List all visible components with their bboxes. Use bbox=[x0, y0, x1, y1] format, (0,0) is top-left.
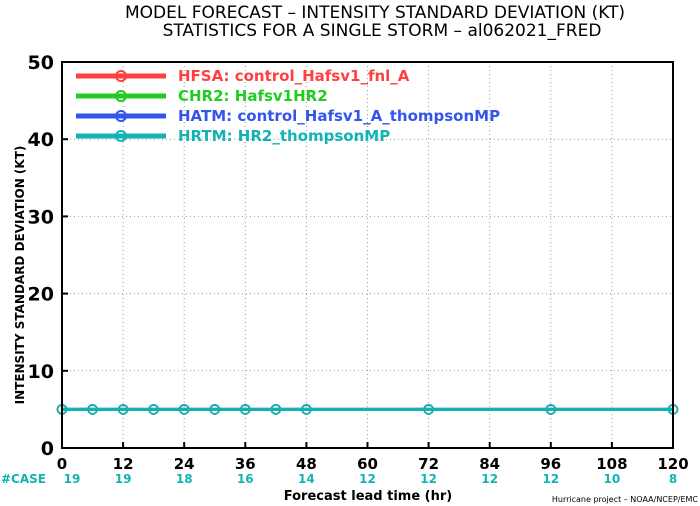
case-count: 14 bbox=[298, 472, 315, 486]
case-count: 12 bbox=[359, 472, 376, 486]
y-tick-label: 0 bbox=[41, 438, 54, 460]
legend-label: HRTM: HR2_thompsonMP bbox=[178, 127, 390, 145]
x-tick-label: 72 bbox=[418, 455, 439, 473]
case-count: 16 bbox=[237, 472, 254, 486]
legend-label: HFSA: control_Hafsv1_fnl_A bbox=[178, 67, 410, 85]
data-point bbox=[240, 404, 251, 415]
case-count: 19 bbox=[115, 472, 132, 486]
y-tick-label: 20 bbox=[28, 284, 54, 306]
case-counts: 19 19 18 16 14 12 12 12 12 10 8 bbox=[64, 472, 678, 486]
x-tick-label: 24 bbox=[174, 455, 195, 473]
x-tick-label: 96 bbox=[540, 455, 561, 473]
x-tick-label: 48 bbox=[296, 455, 317, 473]
credit-text: Hurricane project – NOAA/NCEP/EMC bbox=[552, 495, 699, 504]
legend-label: CHR2: Hafsv1HR2 bbox=[178, 87, 328, 105]
x-tick-label: 36 bbox=[235, 455, 256, 473]
data-point bbox=[270, 404, 282, 415]
y-axis-label: INTENSITY STANDARD DEVIATION (KT) bbox=[13, 146, 27, 405]
data-point bbox=[178, 404, 190, 415]
legend-label: HATM: control_Hafsv1_A_thompsonMP bbox=[178, 107, 500, 125]
case-count: 18 bbox=[176, 472, 193, 486]
x-tick-label: 84 bbox=[479, 455, 500, 473]
y-tick-label: 50 bbox=[28, 52, 54, 74]
data-point bbox=[87, 404, 98, 415]
data-point bbox=[148, 404, 159, 415]
legend: HFSA: control_Hafsv1_fnl_A CHR2: Hafsv1HR… bbox=[76, 67, 500, 145]
grid-lines bbox=[62, 62, 673, 448]
y-tick-label: 30 bbox=[28, 206, 54, 228]
x-tick-label: 60 bbox=[357, 455, 378, 473]
x-axis-label: Forecast lead time (hr) bbox=[284, 489, 452, 504]
legend-swatch-marker bbox=[115, 110, 127, 122]
case-count: 10 bbox=[604, 472, 621, 486]
case-count-label: #CASE bbox=[1, 472, 46, 486]
axis-ticks: 0 12 24 36 48 60 72 84 96 108 120 0 10 20 30 40 50 bbox=[28, 52, 689, 473]
y-tick-label: 10 bbox=[28, 361, 54, 383]
case-count: 8 bbox=[669, 472, 677, 486]
series-4 bbox=[56, 404, 679, 415]
case-count: 19 bbox=[64, 472, 81, 486]
chart-title-line2: STATISTICS FOR A SINGLE STORM – al062021… bbox=[163, 21, 602, 41]
data-point bbox=[209, 404, 221, 415]
data-point bbox=[545, 404, 557, 415]
data-point bbox=[301, 404, 312, 415]
case-count: 12 bbox=[420, 472, 437, 486]
x-tick-label: 0 bbox=[57, 455, 67, 473]
x-tick-label: 120 bbox=[657, 455, 688, 473]
data-point bbox=[423, 404, 434, 415]
legend-swatch-marker bbox=[115, 90, 127, 102]
legend-swatch-marker bbox=[115, 70, 127, 82]
legend-entry: CHR2: Hafsv1HR2 bbox=[76, 87, 328, 105]
legend-swatch-marker bbox=[115, 130, 127, 142]
y-tick-label: 40 bbox=[28, 129, 54, 151]
data-point bbox=[117, 404, 129, 415]
x-tick-label: 108 bbox=[596, 455, 627, 473]
chart-title-line1: MODEL FORECAST – INTENSITY STANDARD DEVI… bbox=[125, 3, 625, 23]
legend-entry: HRTM: HR2_thompsonMP bbox=[76, 127, 390, 145]
legend-entry: HATM: control_Hafsv1_A_thompsonMP bbox=[76, 107, 500, 125]
x-tick-label: 12 bbox=[113, 455, 134, 473]
case-count: 12 bbox=[481, 472, 498, 486]
legend-entry: HFSA: control_Hafsv1_fnl_A bbox=[76, 67, 410, 85]
case-count: 12 bbox=[542, 472, 559, 486]
